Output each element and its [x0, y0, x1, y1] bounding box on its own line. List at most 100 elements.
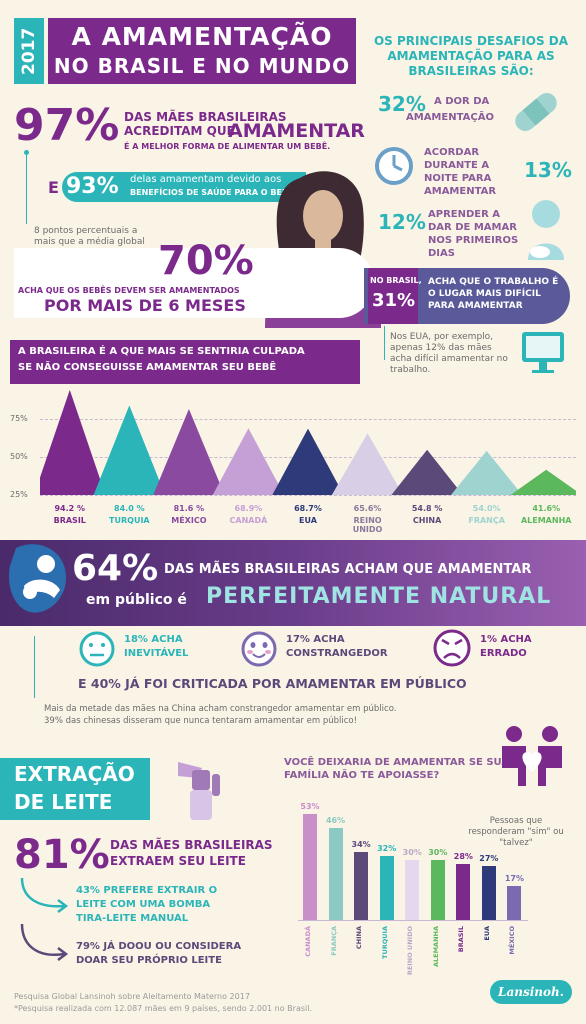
chart-bar-value: 30% — [428, 848, 448, 857]
chart-bar-4 — [405, 860, 420, 920]
computer-icon — [522, 332, 564, 373]
challenge-3-pct: 12% — [378, 210, 426, 234]
chart-value-label: 54.8 % — [411, 504, 443, 513]
challenges-title: OS PRINCIPAIS DESAFIOS DA AMAMENTAÇÃO PA… — [373, 34, 569, 78]
face-3-line1: 1% ACHA — [480, 634, 532, 645]
chart-bar-value: 27% — [479, 854, 499, 863]
stat-93-line1: delas amamentam devido aos — [130, 174, 282, 185]
public-pct: 64% — [72, 548, 159, 589]
extraction-line2: EXTRAEM SEU LEITE — [110, 854, 246, 868]
chart-bar-value: 28% — [453, 852, 473, 861]
baby-icon — [528, 200, 564, 260]
challenge-1-line2: AMAMENTAÇÃO — [406, 112, 494, 123]
guilt-banner — [10, 340, 360, 384]
year-box — [14, 18, 44, 84]
challenge-2-text: ACORDAR DURANTE A NOITE PARA AMAMENTAR — [424, 147, 497, 197]
work-text: ACHA QUE O TRABALHO É O LUGAR MAIS DIFÍC… — [428, 277, 559, 311]
stat-70-card — [14, 248, 374, 318]
work-label-box — [368, 268, 418, 324]
chart-value-label: 68.7% — [294, 504, 322, 513]
chart-category-label: EUA — [299, 516, 317, 525]
family-chart — [298, 800, 528, 920]
guilt-title-2: SE NÃO CONSEGUISSE AMAMENTAR SEU BEBÊ — [18, 362, 277, 373]
public-highlight: PERFEITAMENTE NATURAL — [206, 584, 552, 609]
gridline — [40, 495, 576, 496]
y-tick-25: 25% — [10, 490, 28, 499]
title-box — [48, 18, 356, 84]
breast-pump-icon — [178, 762, 220, 820]
extraction-item-1: 43% PREFERE EXTRAIR O LEITE COM UMA BOMB… — [76, 885, 218, 924]
chart-bar-0 — [303, 814, 317, 920]
breastfeeding-icon — [8, 544, 66, 613]
chart-triangle-6 — [391, 449, 463, 495]
stat-93-prefix: E — [48, 178, 59, 197]
chart-category-label: TURQUIA — [109, 516, 150, 525]
stat-93-banner — [62, 172, 306, 202]
chart-value-label: 54.0% — [472, 504, 501, 513]
family-heart-icon — [502, 726, 562, 786]
chart-bar-value: 34% — [351, 840, 371, 849]
work-note: Nos EUA, por exemplo, apenas 12% das mãe… — [390, 332, 508, 375]
chart-bar-value: 53% — [300, 802, 320, 811]
stat-97-line1: DAS MÃES BRASILEIRAS — [124, 110, 287, 124]
extraction-pct: 81% — [14, 832, 110, 878]
y-tick-75: 75% — [10, 414, 28, 423]
stat-97-highlight: AMAMENTAR — [228, 120, 365, 142]
chart-bar-value: 32% — [377, 844, 397, 853]
chart-category-label: BRASIL — [53, 516, 86, 525]
chart-bar-8 — [507, 886, 522, 920]
guilt-title-1: A BRASILEIRA É A QUE MAIS SE SENTIRIA CU… — [18, 346, 305, 357]
chart-bar-7 — [481, 866, 496, 920]
chart-value-label: 41.6% — [532, 504, 561, 513]
china-note-2: 39% das chinesas disseram que nunca tent… — [44, 716, 358, 726]
neutral-face-icon — [79, 631, 115, 667]
public-line2a: em público é — [86, 592, 187, 608]
chart-bar-1 — [328, 828, 343, 920]
chart-triangle-7 — [450, 450, 523, 495]
face-1-line1: 18% ACHA — [124, 634, 183, 645]
brand-logo: Lansinoh. — [490, 980, 572, 1004]
chart-value-label: 68.9% — [234, 504, 263, 513]
chart-bar-value: 17% — [504, 874, 525, 883]
chart-bar-category: EUA — [482, 926, 491, 941]
stat-97-line2a: ACREDITAM QUE — [124, 124, 235, 138]
public-line1: DAS MÃES BRASILEIRAS ACHAM QUE AMAMENTAR — [164, 562, 532, 577]
challenge-2-pct: 13% — [524, 158, 572, 182]
chart-category-label: MÉXICO — [171, 516, 207, 525]
angry-face-icon — [433, 629, 471, 667]
chart-value-label: 84.0 % — [114, 504, 145, 513]
chart-bar-value: 46% — [325, 816, 346, 825]
chart-triangle-3 — [212, 428, 285, 495]
extraction-banner — [0, 758, 150, 820]
chart-category-label: CHINA — [412, 516, 442, 525]
chart-triangle-4 — [272, 428, 344, 495]
chart-value-label: 81.6 % — [173, 504, 205, 513]
chart-baseline — [298, 920, 528, 921]
stat-93-line2: BENEFÍCIOS DE SAÚDE PARA O BEBÊ — [130, 188, 294, 197]
chart-bar-category: REINO UNIDO — [406, 926, 415, 976]
embarrassed-face-icon — [241, 631, 277, 667]
stat-93-pct: 93% — [66, 174, 119, 199]
chart-value-label: 94.2 % — [54, 504, 86, 513]
chart-bar-6 — [456, 864, 471, 920]
divider-dot — [24, 150, 29, 155]
face-2-line2: CONSTRANGEDOR — [286, 648, 388, 659]
face-3-line2: ERRADO — [480, 648, 527, 659]
extraction-title-1: EXTRAÇÃO — [14, 762, 135, 786]
divider-line — [384, 326, 385, 360]
criticized-text: E 40% JÁ FOI CRITICADA POR AMAMENTAR EM … — [78, 676, 467, 691]
extraction-title-2: DE LEITE — [14, 790, 113, 814]
footer-note: *Pesquisa realizada com 12.087 mães em 9… — [14, 1004, 313, 1013]
face-2-line1: 17% ACHA — [286, 634, 345, 645]
chart-bar-5 — [430, 860, 445, 920]
chart-bar-category: CHINA — [355, 926, 364, 950]
page-subtitle: NO BRASIL E NO MUNDO — [53, 54, 351, 78]
chart-category-label: CANADÁ — [229, 516, 268, 525]
public-banner — [0, 540, 586, 626]
work-label: NO BRASIL, — [370, 276, 422, 285]
stat-97-line3: É A MELHOR FORMA DE ALIMENTAR UM BEBÊ. — [124, 142, 331, 151]
chart-bar-category: CANADÁ — [304, 926, 312, 957]
year-label: 2017 — [19, 27, 39, 75]
chart-value-label: 65.6% — [353, 504, 382, 513]
